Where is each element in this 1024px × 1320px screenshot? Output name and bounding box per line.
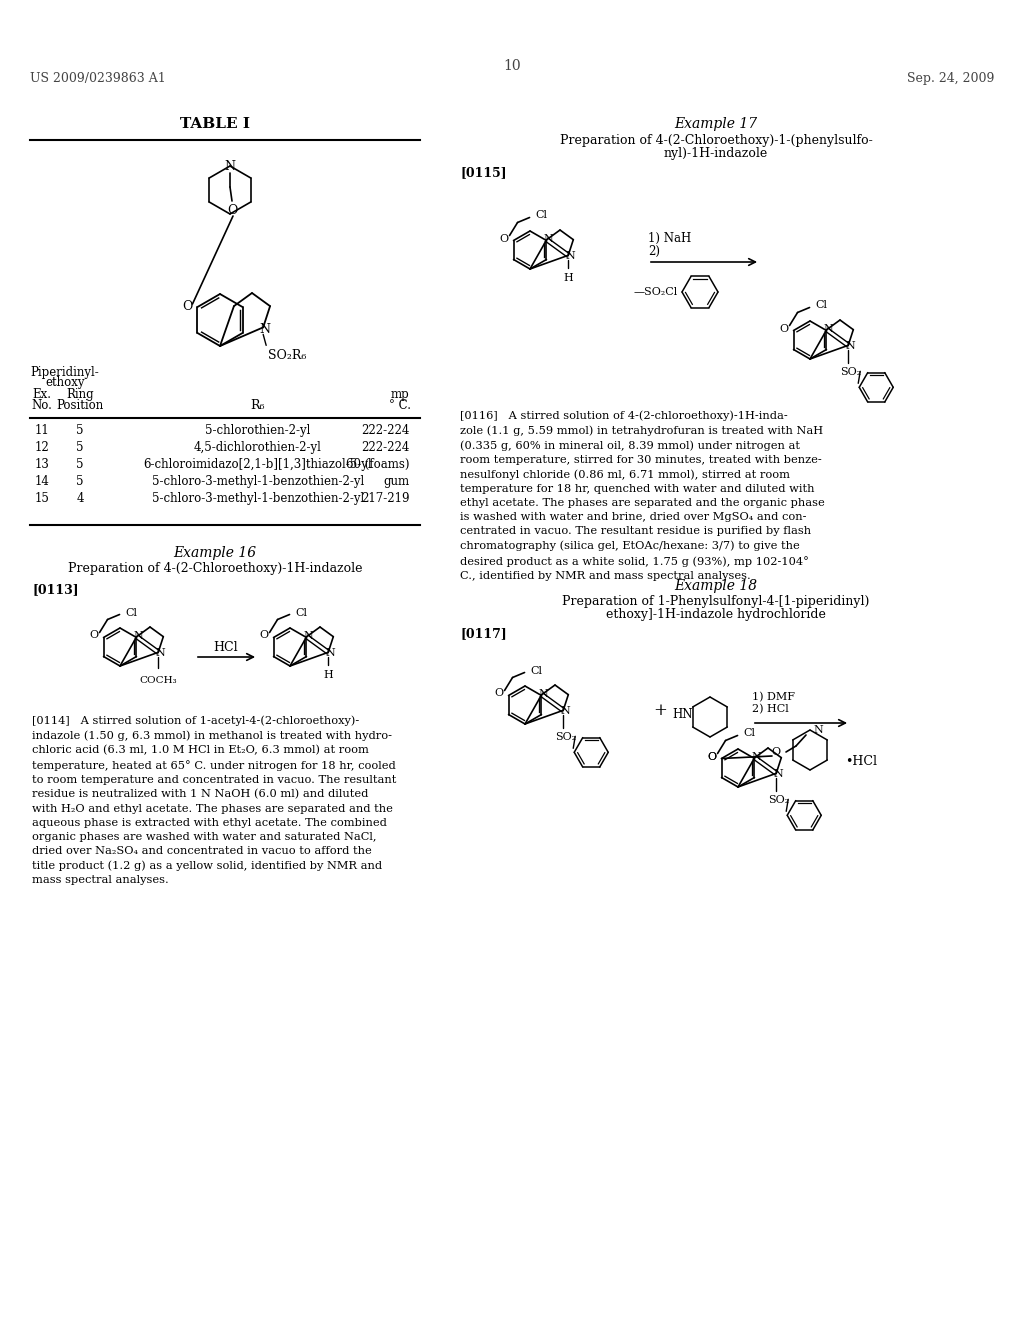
Text: 5: 5 bbox=[76, 458, 84, 471]
Text: H: H bbox=[324, 671, 333, 680]
Text: Position: Position bbox=[56, 399, 103, 412]
Text: 222-224: 222-224 bbox=[361, 441, 410, 454]
Text: gum: gum bbox=[384, 475, 410, 488]
Text: [0117]: [0117] bbox=[460, 627, 507, 640]
Text: O: O bbox=[771, 747, 780, 756]
Text: HCl: HCl bbox=[214, 642, 239, 653]
Text: O: O bbox=[259, 631, 268, 640]
Text: US 2009/0239863 A1: US 2009/0239863 A1 bbox=[30, 73, 166, 84]
Text: N: N bbox=[156, 648, 165, 659]
Text: Cl: Cl bbox=[815, 301, 827, 310]
Text: O: O bbox=[499, 234, 508, 243]
Text: SO₂R₆: SO₂R₆ bbox=[268, 350, 306, 363]
Text: 4: 4 bbox=[76, 492, 84, 506]
Text: mp: mp bbox=[390, 388, 410, 401]
Text: N: N bbox=[326, 648, 335, 659]
Text: 14: 14 bbox=[35, 475, 49, 488]
Text: 5-chloro-3-methyl-1-benzothien-2-yl: 5-chloro-3-methyl-1-benzothien-2-yl bbox=[152, 492, 365, 506]
Text: O: O bbox=[182, 301, 193, 314]
Text: SO₂: SO₂ bbox=[768, 796, 790, 805]
Text: O: O bbox=[494, 689, 503, 698]
Text: N: N bbox=[560, 706, 570, 717]
Text: Ring: Ring bbox=[67, 388, 94, 401]
Text: [0114]   A stirred solution of 1-acetyl-4-(2-chloroethoxy)-
indazole (1.50 g, 6.: [0114] A stirred solution of 1-acetyl-4-… bbox=[32, 715, 396, 886]
Text: •HCl: •HCl bbox=[845, 755, 877, 768]
Text: N: N bbox=[846, 342, 855, 351]
Text: Piperidinyl-: Piperidinyl- bbox=[31, 366, 99, 379]
Text: 5: 5 bbox=[76, 424, 84, 437]
Text: O: O bbox=[226, 203, 238, 216]
Text: Cl: Cl bbox=[296, 607, 307, 618]
Text: Cl: Cl bbox=[536, 210, 548, 220]
Text: ° C.: ° C. bbox=[389, 399, 411, 412]
Text: 12: 12 bbox=[35, 441, 49, 454]
Text: [0113]: [0113] bbox=[32, 583, 79, 597]
Text: HN: HN bbox=[672, 709, 692, 722]
Text: N: N bbox=[134, 631, 143, 640]
Text: Ex.: Ex. bbox=[33, 388, 51, 401]
Text: Preparation of 4-(2-Chloroethoxy)-1-(phenylsulfo-: Preparation of 4-(2-Chloroethoxy)-1-(phe… bbox=[560, 135, 872, 147]
Text: 5: 5 bbox=[76, 475, 84, 488]
Text: TABLE I: TABLE I bbox=[180, 117, 250, 131]
Text: 4,5-dichlorothien-2-yl: 4,5-dichlorothien-2-yl bbox=[195, 441, 322, 454]
Text: 2) HCl: 2) HCl bbox=[752, 704, 788, 714]
Text: 217-219: 217-219 bbox=[361, 492, 410, 506]
Text: +: + bbox=[653, 702, 667, 719]
Text: SO₂: SO₂ bbox=[841, 367, 861, 378]
Text: N: N bbox=[773, 770, 783, 779]
Text: No.: No. bbox=[32, 399, 52, 412]
Text: 2): 2) bbox=[648, 246, 660, 257]
Text: N: N bbox=[544, 234, 554, 244]
Text: 5-chloro-3-methyl-1-benzothien-2-yl: 5-chloro-3-methyl-1-benzothien-2-yl bbox=[152, 475, 365, 488]
Text: —SO₂Cl: —SO₂Cl bbox=[634, 286, 678, 297]
Text: Example 17: Example 17 bbox=[675, 117, 758, 131]
Text: 5: 5 bbox=[76, 441, 84, 454]
Text: Cl: Cl bbox=[126, 607, 137, 618]
Text: 10: 10 bbox=[503, 59, 521, 73]
Text: 5-chlorothien-2-yl: 5-chlorothien-2-yl bbox=[206, 424, 310, 437]
Text: 6-chloroimidazo[2,1-b][1,3]thiazol-5-yl: 6-chloroimidazo[2,1-b][1,3]thiazol-5-yl bbox=[143, 458, 373, 471]
Text: O: O bbox=[779, 323, 788, 334]
Text: Example 18: Example 18 bbox=[675, 579, 758, 593]
Text: SO₂: SO₂ bbox=[555, 733, 577, 742]
Text: Cl: Cl bbox=[530, 665, 543, 676]
Text: Sep. 24, 2009: Sep. 24, 2009 bbox=[906, 73, 994, 84]
Text: nyl)-1H-indazole: nyl)-1H-indazole bbox=[664, 147, 768, 160]
Text: 222-224: 222-224 bbox=[361, 424, 410, 437]
Text: N: N bbox=[565, 251, 575, 261]
Text: [0116]   A stirred solution of 4-(2-chloroethoxy)-1H-inda-
zole (1.1 g, 5.59 mmo: [0116] A stirred solution of 4-(2-chloro… bbox=[460, 411, 824, 581]
Text: COCH₃: COCH₃ bbox=[139, 676, 177, 685]
Text: Preparation of 1-Phenylsulfonyl-4-[1-piperidinyl): Preparation of 1-Phenylsulfonyl-4-[1-pip… bbox=[562, 595, 869, 609]
Text: [0115]: [0115] bbox=[460, 166, 507, 180]
Text: N: N bbox=[260, 323, 270, 335]
Text: 1) NaH: 1) NaH bbox=[648, 232, 691, 246]
Text: Preparation of 4-(2-Chloroethoxy)-1H-indazole: Preparation of 4-(2-Chloroethoxy)-1H-ind… bbox=[68, 562, 362, 576]
Text: N: N bbox=[304, 631, 313, 640]
Text: N: N bbox=[539, 689, 549, 698]
Text: O: O bbox=[707, 751, 716, 762]
Text: H: H bbox=[563, 273, 573, 284]
Text: R₆: R₆ bbox=[251, 399, 265, 412]
Text: 1) DMF: 1) DMF bbox=[752, 692, 795, 702]
Text: N: N bbox=[824, 323, 834, 334]
Text: ethoxy: ethoxy bbox=[45, 376, 85, 389]
Text: Cl: Cl bbox=[743, 729, 756, 738]
Text: 15: 15 bbox=[35, 492, 49, 506]
Text: N: N bbox=[752, 751, 762, 762]
Text: O: O bbox=[89, 631, 98, 640]
Text: 11: 11 bbox=[35, 424, 49, 437]
Text: ethoxy]-1H-indazole hydrochloride: ethoxy]-1H-indazole hydrochloride bbox=[606, 609, 826, 620]
Text: 60 (foams): 60 (foams) bbox=[346, 458, 410, 471]
Text: O: O bbox=[707, 751, 716, 762]
Text: N: N bbox=[224, 161, 236, 173]
Text: Example 16: Example 16 bbox=[173, 546, 257, 560]
Text: 13: 13 bbox=[35, 458, 49, 471]
Text: N: N bbox=[813, 725, 822, 735]
